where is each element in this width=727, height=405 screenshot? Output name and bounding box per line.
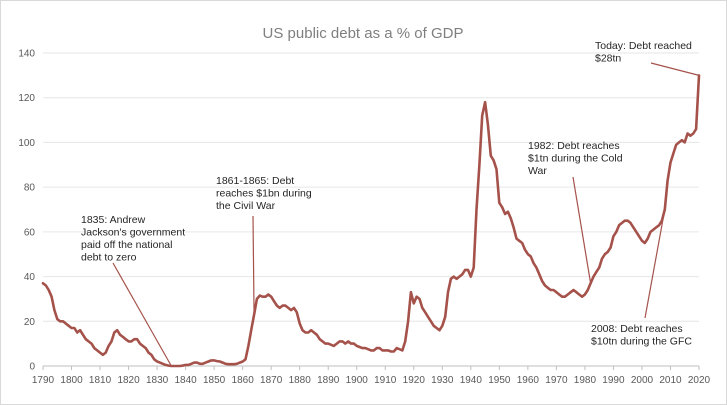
annotation-leader [650, 62, 700, 76]
y-tick-label: 0 [29, 362, 35, 373]
annotation-line: 1982: Debt reaches [528, 140, 620, 152]
y-tick-label: 120 [18, 93, 35, 104]
x-tick-label: 1870 [260, 375, 283, 386]
x-tick-label: 1980 [574, 375, 597, 386]
annotation-text: 1861-1865: Debt reaches $1bn during the Ci… [216, 175, 312, 212]
annotation-line: paid off the national [81, 239, 172, 251]
x-tick-label: 1810 [89, 375, 112, 386]
annotation-line: 2008: Debt reaches [591, 323, 683, 335]
annotation-line: $1tn during the Cold [528, 153, 623, 165]
annotation-leader [572, 176, 592, 284]
annotation-leader [252, 215, 255, 315]
annotation-line: Today: Debt reached [595, 40, 692, 52]
annotation-text: 2008: Debt reaches $10tn during the GFC [591, 323, 692, 348]
annotations: 1835: Andrew Jackson's government paid off… [81, 40, 700, 367]
annotation-line: the Civil War [216, 200, 276, 212]
x-tick-label: 1930 [431, 375, 454, 386]
x-tick-label: 1910 [374, 375, 397, 386]
gridlines [43, 52, 699, 322]
annotation-line: 1861-1865: Debt [216, 175, 294, 187]
annotation-line: Jackson's government [81, 227, 185, 239]
x-tick-label: 1840 [174, 375, 197, 386]
annotation-line: reaches $1bn during [216, 188, 312, 200]
x-tick-label: 1940 [460, 375, 483, 386]
annotation-leader [644, 209, 666, 319]
y-tick-label: 20 [24, 317, 36, 328]
x-tick-label: 2000 [631, 375, 654, 386]
annotation-line: $28tn [595, 53, 621, 65]
x-tick-label: 1920 [403, 375, 426, 386]
x-tick-label: 1960 [517, 375, 540, 386]
x-tick-label: 1890 [317, 375, 340, 386]
x-tick-label: 1900 [346, 375, 369, 386]
annotation-line: $10tn during the GFC [591, 336, 692, 348]
x-tick-label: 1950 [488, 375, 511, 386]
x-tick-label: 1970 [545, 375, 568, 386]
y-tick-label: 60 [24, 227, 36, 238]
annotation-line: 1835: Andrew [81, 214, 146, 226]
y-tick-label: 140 [18, 49, 35, 60]
annotation-line: War [528, 165, 547, 177]
y-tick-label: 80 [24, 183, 36, 194]
axes: 0 20 40 60 80 100 120 140 1790 1800 1810 1820 1830 18… [18, 49, 710, 387]
chart-title: US public debt as a % of GDP [263, 25, 464, 42]
x-tick-label: 1790 [32, 375, 55, 386]
annotation-text: 1835: Andrew Jackson's government paid off… [81, 214, 185, 264]
x-tick-label: 1820 [117, 375, 140, 386]
annotation-text: Today: Debt reached $28tn [595, 40, 692, 65]
annotation-text: 1982: Debt reaches $1tn during the Cold Wa… [528, 140, 623, 177]
x-tick-label: 1880 [289, 375, 312, 386]
annotation-leader [112, 262, 172, 367]
x-tick-label: 1860 [232, 375, 255, 386]
y-tick-label: 100 [18, 138, 35, 149]
x-tick-label: 1800 [60, 375, 83, 386]
x-tick-label: 2010 [659, 375, 682, 386]
x-tick-label: 1830 [146, 375, 169, 386]
x-tick-label: 2020 [688, 375, 711, 386]
series-layer [41, 74, 701, 368]
x-tick-label: 1850 [203, 375, 226, 386]
x-tick-label: 1990 [602, 375, 625, 386]
y-tick-label: 40 [24, 272, 36, 283]
series-line [41, 74, 701, 368]
annotation-line: debt to zero [81, 252, 137, 264]
